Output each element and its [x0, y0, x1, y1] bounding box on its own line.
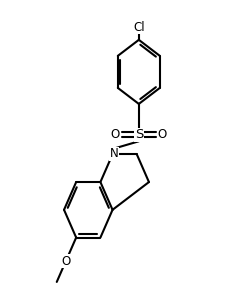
Text: O: O [157, 128, 166, 141]
Text: N: N [109, 147, 118, 160]
Text: O: O [61, 254, 70, 268]
Text: Cl: Cl [133, 21, 144, 34]
Text: O: O [110, 128, 119, 141]
Text: S: S [134, 128, 142, 141]
